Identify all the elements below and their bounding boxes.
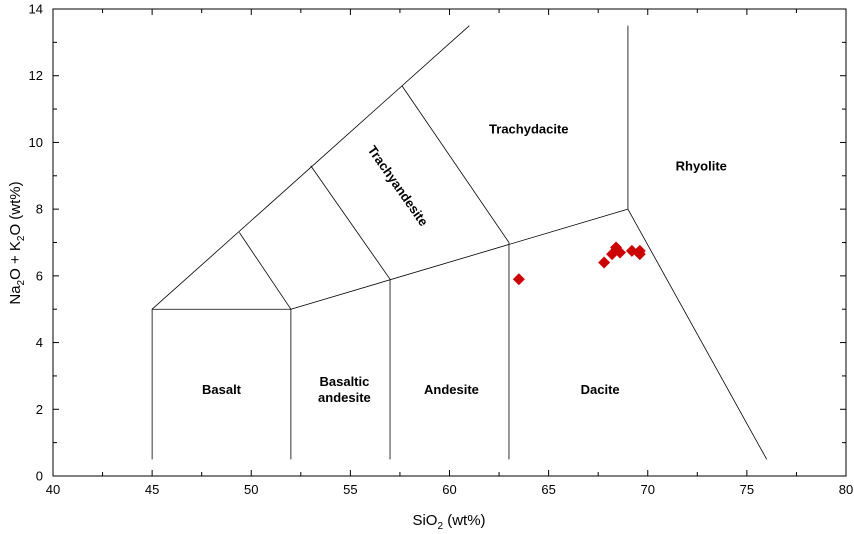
boundary-line	[310, 165, 391, 280]
field-label-trachydacite: Trachydacite	[489, 122, 569, 137]
x-tick-labels: 40 45 50 55 60 65 70 75 80	[46, 482, 853, 497]
boundary-line	[239, 232, 292, 310]
field-label-trachyandesite: Trachyandesite	[365, 143, 432, 229]
data-point	[512, 273, 525, 286]
field-label-rhyolite: Rhyolite	[676, 158, 727, 173]
boundary-line	[290, 208, 629, 310]
data-point	[633, 244, 646, 257]
x-tick-label: 40	[46, 482, 60, 497]
y-tick-label: 10	[29, 135, 43, 150]
data-points	[512, 241, 646, 286]
x-tick-label: 70	[641, 482, 655, 497]
plot-frame	[52, 8, 847, 477]
field-label-basalt: Basalt	[202, 382, 242, 397]
field-labels: Basalt Basaltic andesite Andesite Dacite Trac…	[202, 122, 727, 405]
field-label-andesite: Andesite	[424, 382, 479, 397]
y-tick-label: 4	[36, 335, 43, 350]
y-axis-title: Na2O + K2O (wt%)	[7, 181, 27, 304]
y-tick-label: 8	[36, 202, 43, 217]
boundary-line	[401, 85, 510, 243]
x-tick-label: 60	[442, 482, 456, 497]
data-point	[613, 246, 626, 259]
y-tick-label: 6	[36, 268, 43, 283]
x-axis-title: SiO2 (wt%)	[412, 512, 485, 532]
data-point	[625, 244, 638, 257]
x-tick-label: 50	[244, 482, 258, 497]
classification-boundaries	[151, 25, 768, 460]
axis-ticks	[52, 8, 847, 477]
x-tick-label: 80	[839, 482, 853, 497]
x-tick-label: 65	[541, 482, 555, 497]
field-label-dacite: Dacite	[581, 382, 620, 397]
x-tick-label: 75	[740, 482, 754, 497]
boundary-line	[151, 308, 292, 460]
x-tick-label: 45	[145, 482, 159, 497]
y-tick-labels: 0 2 4 6 8 10 12 14	[29, 2, 43, 484]
field-label-basaltic-andesite: Basaltic andesite	[318, 374, 371, 405]
x-tick-label: 55	[343, 482, 357, 497]
y-tick-label: 0	[36, 469, 43, 484]
data-point	[598, 256, 611, 269]
y-tick-label: 2	[36, 402, 43, 417]
boundary-line	[627, 208, 768, 460]
y-tick-label: 14	[29, 2, 43, 17]
boundary-line	[151, 25, 470, 310]
y-tick-label: 12	[29, 68, 43, 83]
